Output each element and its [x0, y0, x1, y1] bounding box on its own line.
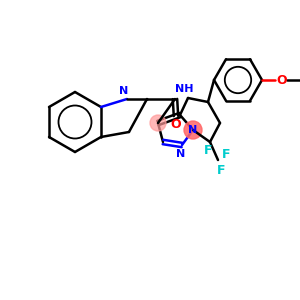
Text: O: O [171, 118, 181, 130]
Text: F: F [204, 143, 212, 157]
Text: F: F [217, 164, 225, 176]
Text: F: F [222, 148, 230, 160]
Text: N: N [119, 86, 129, 96]
Circle shape [184, 121, 202, 139]
Text: O: O [277, 74, 287, 86]
Text: N: N [176, 149, 186, 159]
Text: N: N [188, 125, 198, 135]
Circle shape [150, 115, 166, 131]
Text: NH: NH [175, 84, 193, 94]
